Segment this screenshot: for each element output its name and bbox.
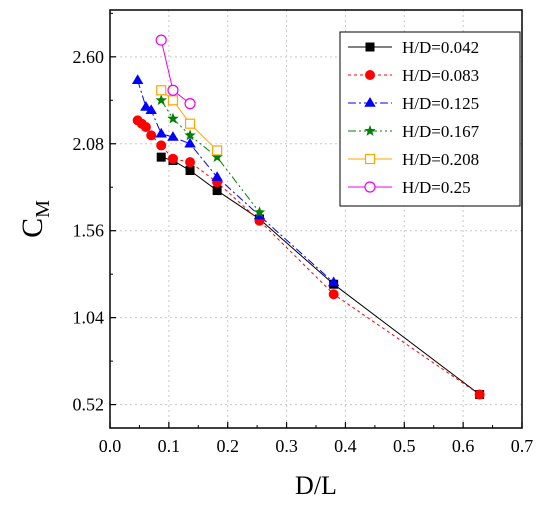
data-point xyxy=(253,206,266,218)
series-markers-group xyxy=(132,115,485,400)
legend-label: H/D=0.208 xyxy=(402,150,479,169)
series-line xyxy=(160,89,218,151)
data-point xyxy=(364,181,376,193)
grid xyxy=(110,10,522,428)
data-point xyxy=(131,74,144,84)
y-tick-label: 2.08 xyxy=(73,134,105,154)
x-tick-label: 0.0 xyxy=(99,436,122,456)
data-point xyxy=(140,122,151,133)
legend-label: H/D=0.167 xyxy=(402,122,480,141)
data-point xyxy=(156,152,166,162)
y-tick-label: 2.60 xyxy=(73,47,105,67)
data-point xyxy=(365,70,375,80)
data-point xyxy=(146,130,157,141)
x-tick-label: 0.6 xyxy=(452,436,475,456)
data-point xyxy=(156,140,167,151)
x-tick-label: 0.5 xyxy=(393,436,416,456)
legend-label: H/D=0.25 xyxy=(402,178,471,197)
data-point xyxy=(211,171,223,181)
series-markers xyxy=(131,34,485,400)
data-point xyxy=(155,127,167,138)
series-markers-group xyxy=(155,94,266,218)
data-point xyxy=(364,153,376,165)
data-point xyxy=(364,125,376,136)
y-axis-title: CM xyxy=(16,200,54,238)
data-point xyxy=(185,157,196,168)
legend: H/D=0.042 H/D=0.083 H/D=0.125 H/D=0.167 H/D=… xyxy=(339,31,521,207)
data-point xyxy=(155,94,167,106)
data-point xyxy=(185,166,195,176)
data-point xyxy=(364,97,376,107)
x-tick-label: 0.2 xyxy=(216,436,239,456)
y-tick-label: 1.56 xyxy=(73,221,105,241)
data-point xyxy=(212,186,222,196)
x-tick-label: 0.1 xyxy=(158,436,181,456)
y-axis-title-base: C xyxy=(16,218,49,238)
data-point xyxy=(212,145,223,156)
series-markers-group xyxy=(155,34,196,110)
data-point xyxy=(167,95,179,106)
y-tick-label: 0.52 xyxy=(73,395,105,415)
x-tick-label: 0.3 xyxy=(275,436,298,456)
data-point xyxy=(327,276,340,287)
data-point xyxy=(145,104,157,115)
data-point xyxy=(156,85,167,96)
data-point xyxy=(328,289,339,300)
legend-box xyxy=(339,31,521,207)
data-point xyxy=(211,151,223,162)
series-markers-group xyxy=(156,85,223,156)
y-tick-label: 1.04 xyxy=(73,308,105,328)
data-point xyxy=(167,131,179,141)
data-point xyxy=(184,98,196,110)
data-point xyxy=(167,153,178,164)
y-axis: 0.52 1.04 1.56 2.08 2.60 xyxy=(73,12,116,415)
data-point xyxy=(184,137,196,148)
data-point xyxy=(167,84,179,96)
data-point xyxy=(184,129,196,141)
legend-label: H/D=0.083 xyxy=(402,66,479,85)
data-point xyxy=(184,118,196,129)
data-point xyxy=(365,42,375,52)
x-axis: 0.0 0.1 0.2 0.3 0.4 0.5 0.6 0.7 xyxy=(99,422,534,456)
legend-label: H/D=0.042 xyxy=(402,38,479,57)
legend-label: H/D=0.125 xyxy=(402,94,479,113)
data-point xyxy=(140,100,152,111)
data-point xyxy=(167,112,179,124)
data-point xyxy=(474,389,485,400)
x-axis-title: D/L xyxy=(295,471,337,500)
data-point xyxy=(155,34,167,46)
series-markers-group xyxy=(131,74,340,287)
x-tick-label: 0.7 xyxy=(511,436,534,456)
x-tick-label: 0.4 xyxy=(334,436,357,456)
y-axis-title-subscript: M xyxy=(32,200,54,218)
